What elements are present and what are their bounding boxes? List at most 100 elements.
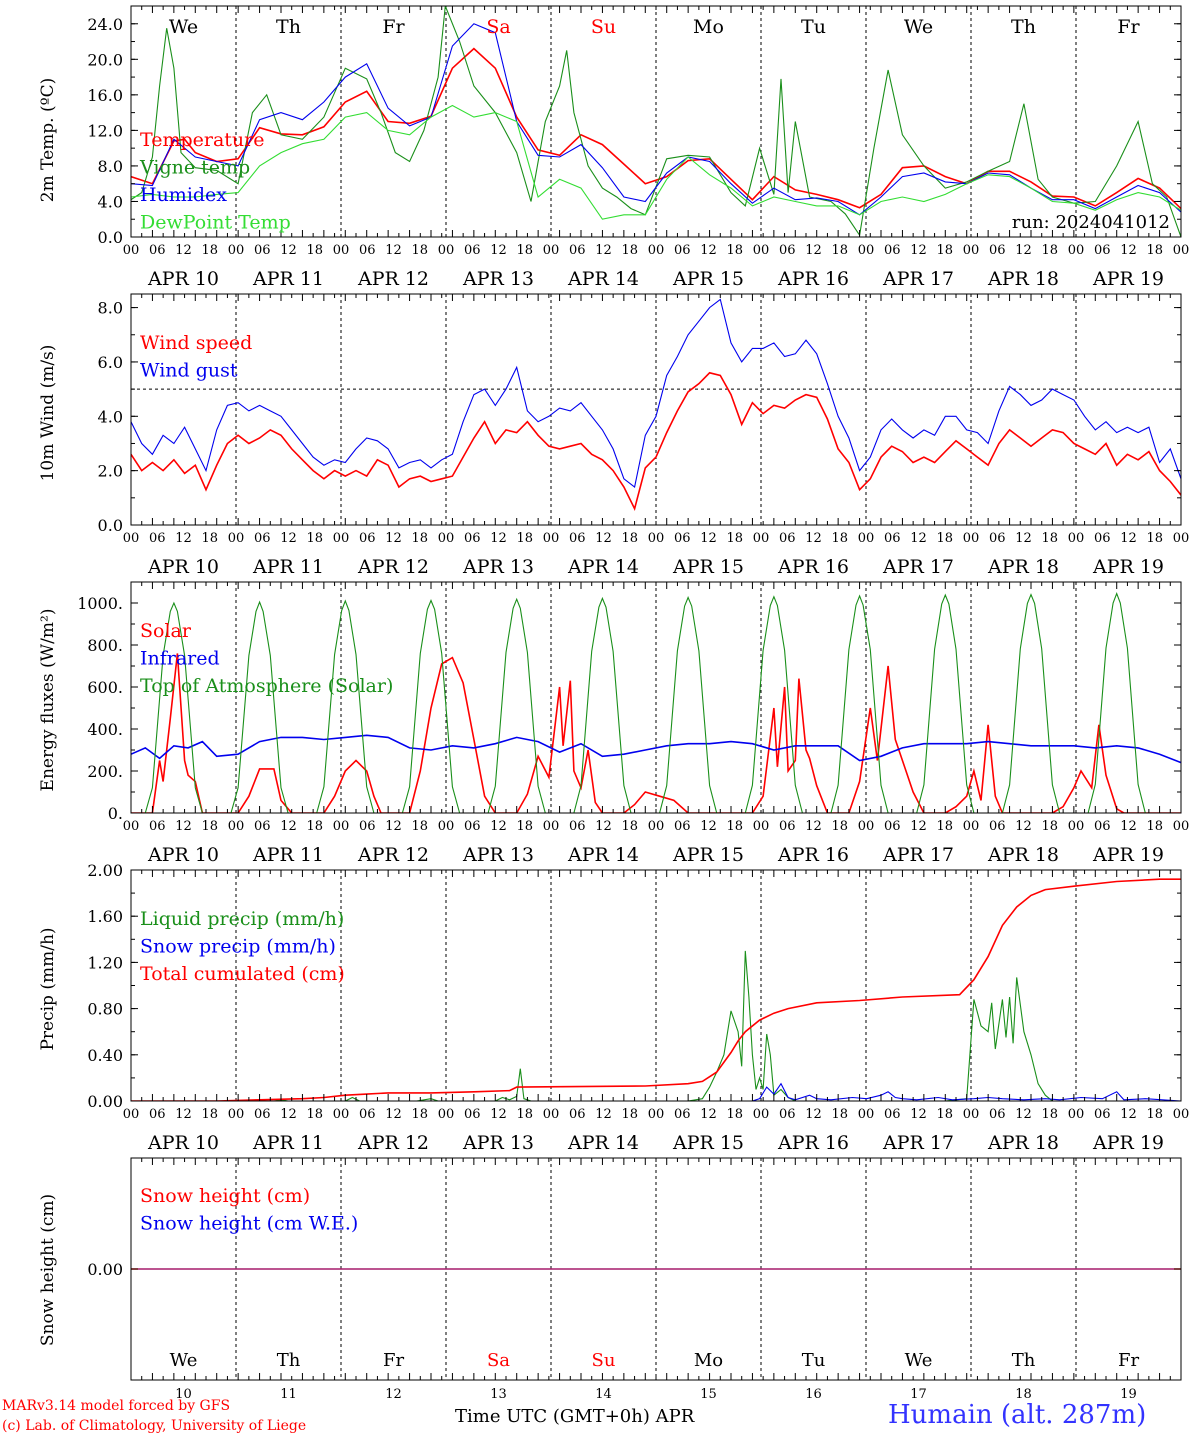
hour-label: 06 <box>779 1107 796 1122</box>
station-name: Humain (alt. 287m) <box>888 1400 1147 1430</box>
series-line <box>131 878 1181 1101</box>
hour-label: 12 <box>700 531 717 546</box>
hour-label: 06 <box>674 819 691 834</box>
y-tick-label: 6.0 <box>98 353 123 372</box>
hour-label: 00 <box>543 531 560 546</box>
hour-label: 18 <box>1041 243 1058 258</box>
hour-label: 00 <box>228 531 245 546</box>
hour-label: 06 <box>359 1107 376 1122</box>
run-annotation: run: 2024041012 <box>1012 212 1170 233</box>
hour-label: 06 <box>1094 819 1111 834</box>
hour-label: 06 <box>674 243 691 258</box>
hour-label: 12 <box>910 1107 927 1122</box>
hour-label: 00 <box>648 531 665 546</box>
y-axis-title: Energy fluxes (W/m²) <box>38 609 58 792</box>
series-line <box>131 1082 1181 1101</box>
hour-label: 00 <box>1068 1107 1085 1122</box>
date-label: APR 13 <box>462 268 534 290</box>
hour-label: 06 <box>779 819 796 834</box>
weekday-label: We <box>905 1350 933 1371</box>
hour-label: 06 <box>464 243 481 258</box>
hour-label: 06 <box>254 819 271 834</box>
hour-label: 06 <box>674 531 691 546</box>
date-label: APR 14 <box>567 268 639 290</box>
weekday-label: Su <box>591 16 616 38</box>
day-number-label: 12 <box>385 1387 402 1402</box>
date-label: APR 17 <box>882 1132 954 1154</box>
hour-label: 12 <box>805 819 822 834</box>
legend-entry: Total cumulated (cm) <box>140 963 345 985</box>
legend-entry: DewPoint Temp <box>140 212 291 234</box>
y-tick-label: 600. <box>87 678 123 697</box>
hour-label: 18 <box>306 243 323 258</box>
day-number-label: 14 <box>595 1387 612 1402</box>
hour-label: 12 <box>1015 531 1032 546</box>
day-number-label: 16 <box>805 1387 822 1402</box>
series-line <box>131 653 1181 813</box>
hour-label: 18 <box>516 243 533 258</box>
hour-label: 12 <box>385 819 402 834</box>
hour-label: 06 <box>779 531 796 546</box>
hour-label: 12 <box>1120 531 1137 546</box>
y-tick-label: 0.80 <box>87 1000 123 1019</box>
y-tick-label: 0.40 <box>87 1046 123 1065</box>
hour-label: 18 <box>936 243 953 258</box>
y-tick-label: 1000. <box>77 594 123 613</box>
weekday-label: We <box>170 1350 198 1371</box>
hour-label: 00 <box>543 243 560 258</box>
hour-label: 00 <box>123 531 140 546</box>
series-line <box>131 47 1181 210</box>
date-label: APR 16 <box>777 268 849 290</box>
hour-label: 12 <box>1120 1107 1137 1122</box>
hour-label: 18 <box>411 819 428 834</box>
y-axis-title: Precip (mm/h) <box>38 927 58 1050</box>
hour-label: 18 <box>411 1107 428 1122</box>
hour-label: 18 <box>621 531 638 546</box>
legend-entry: Wind gust <box>140 360 238 382</box>
date-label: APR 17 <box>882 268 954 290</box>
hour-label: 12 <box>175 243 192 258</box>
hour-label: 18 <box>1041 819 1058 834</box>
hour-label: 12 <box>595 531 612 546</box>
hour-label: 06 <box>884 1107 901 1122</box>
y-axis-title: Snow height (cm) <box>38 1194 58 1346</box>
hour-label: 18 <box>516 531 533 546</box>
hour-label: 06 <box>464 819 481 834</box>
hour-label: 00 <box>123 1107 140 1122</box>
hour-label: 12 <box>490 243 507 258</box>
hour-label: 12 <box>280 531 297 546</box>
hour-label: 18 <box>831 1107 848 1122</box>
hour-label: 18 <box>1041 531 1058 546</box>
hour-label: 12 <box>595 819 612 834</box>
date-label: APR 19 <box>1092 844 1164 866</box>
hour-label: 00 <box>648 1107 665 1122</box>
hour-label: 18 <box>936 531 953 546</box>
hour-label: 12 <box>175 531 192 546</box>
hour-label: 00 <box>1173 1107 1190 1122</box>
hour-label: 18 <box>201 243 218 258</box>
hour-label: 12 <box>175 1107 192 1122</box>
x-axis-title: Time UTC (GMT+0h) APR <box>455 1406 695 1427</box>
hour-label: 18 <box>1146 819 1163 834</box>
hour-label: 00 <box>228 243 245 258</box>
date-label: APR 16 <box>777 556 849 578</box>
hour-label: 12 <box>595 1107 612 1122</box>
hour-label: 00 <box>333 1107 350 1122</box>
hour-label: 00 <box>753 531 770 546</box>
date-label: APR 18 <box>987 556 1059 578</box>
hour-label: 00 <box>1068 819 1085 834</box>
hour-label: 00 <box>228 1107 245 1122</box>
hour-label: 00 <box>1173 531 1190 546</box>
hour-label: 00 <box>858 531 875 546</box>
y-tick-label: 0. <box>108 804 123 823</box>
hour-label: 18 <box>306 531 323 546</box>
hour-label: 18 <box>831 243 848 258</box>
hour-label: 12 <box>1120 819 1137 834</box>
date-label: APR 12 <box>357 268 429 290</box>
hour-label: 00 <box>963 243 980 258</box>
hour-label: 18 <box>726 819 743 834</box>
hour-label: 00 <box>648 243 665 258</box>
series-line <box>131 6 1181 237</box>
hour-label: 12 <box>490 1107 507 1122</box>
hour-label: 18 <box>411 531 428 546</box>
